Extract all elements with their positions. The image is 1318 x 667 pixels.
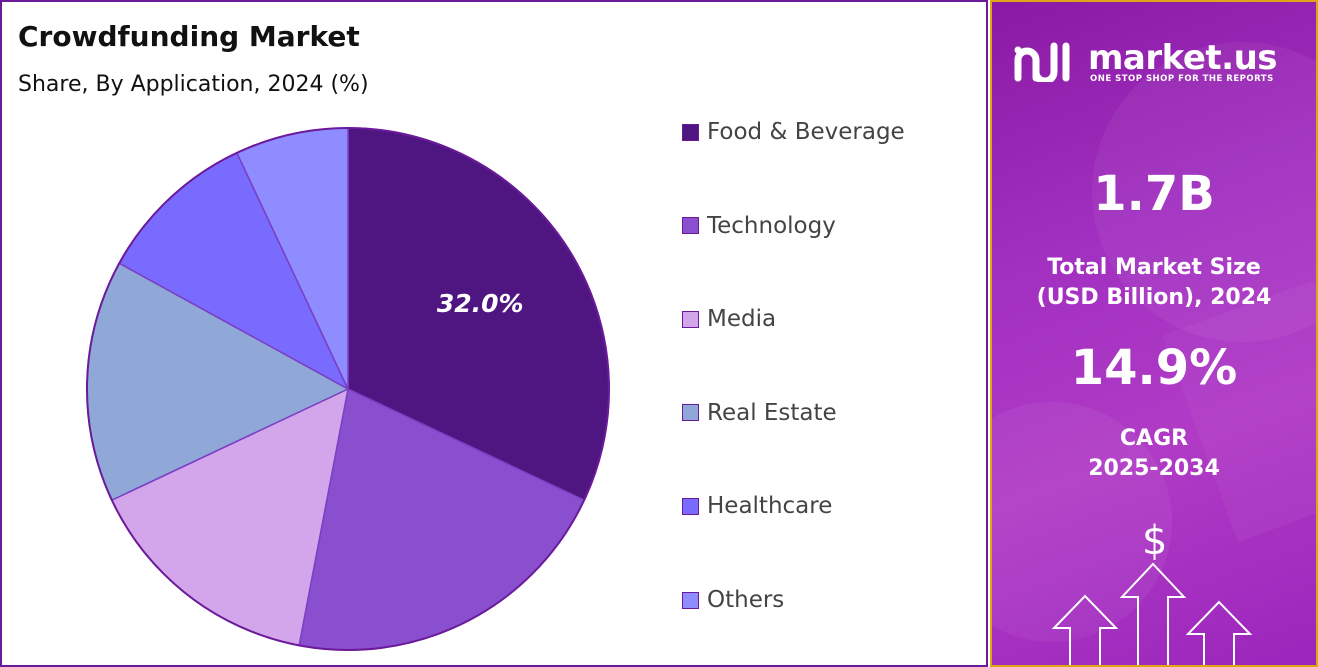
chart-panel: Crowdfunding Market Share, By Applicatio…	[0, 0, 988, 667]
legend-item: Real Estate	[682, 393, 837, 433]
legend-label: Media	[707, 306, 777, 333]
legend-swatch	[682, 591, 699, 609]
market-size-label-line2: (USD Billion), 2024	[1036, 285, 1272, 310]
chart-subtitle: Share, By Application, 2024 (%)	[18, 72, 369, 97]
legend-item: Food & Beverage	[682, 112, 905, 152]
market-size-label-line1: Total Market Size	[1047, 255, 1261, 280]
legend-swatch	[682, 310, 699, 328]
market-us-logo-icon	[1014, 42, 1070, 82]
legend-swatch	[682, 123, 699, 141]
up-arrow-icon	[1185, 600, 1253, 665]
brand-tagline: ONE STOP SHOP FOR THE REPORTS	[1090, 74, 1274, 84]
brand-logo: market.us ONE STOP SHOP FOR THE REPORTS	[1014, 38, 1304, 92]
legend-label: Food & Beverage	[707, 119, 905, 145]
info-panel: market.us ONE STOP SHOP FOR THE REPORTS …	[990, 0, 1318, 667]
legend-label: Healthcare	[707, 493, 833, 520]
background-decoration	[992, 42, 1316, 642]
legend-label: Real Estate	[707, 399, 837, 426]
legend-item: Media	[682, 299, 776, 339]
up-arrow-icon	[1051, 594, 1119, 665]
legend-swatch	[682, 497, 699, 515]
market-size-value: 1.7B	[1093, 166, 1215, 222]
legend-swatch	[682, 217, 699, 235]
legend-label: Technology	[707, 212, 836, 239]
cagr-label-line1: CAGR	[1119, 426, 1189, 451]
data-label: 32.0%	[437, 289, 524, 318]
legend-item: Others	[682, 580, 784, 620]
legend-item: Technology	[682, 206, 836, 246]
legend-item: Healthcare	[682, 486, 832, 526]
growth-arrows	[1051, 562, 1253, 665]
dollar-icon: $	[1142, 518, 1168, 564]
legend-swatch	[682, 404, 699, 422]
cagr-value: 14.9%	[1070, 340, 1238, 396]
pie-chart: 32.0%	[86, 127, 610, 651]
up-arrow-icon	[1119, 562, 1187, 665]
legend-label: Others	[707, 587, 785, 613]
chart-title: Crowdfunding Market	[18, 20, 360, 53]
brand-name: market.us	[1088, 38, 1278, 78]
pie-outline	[86, 127, 610, 651]
cagr-label-line2: 2025-2034	[1088, 456, 1220, 481]
